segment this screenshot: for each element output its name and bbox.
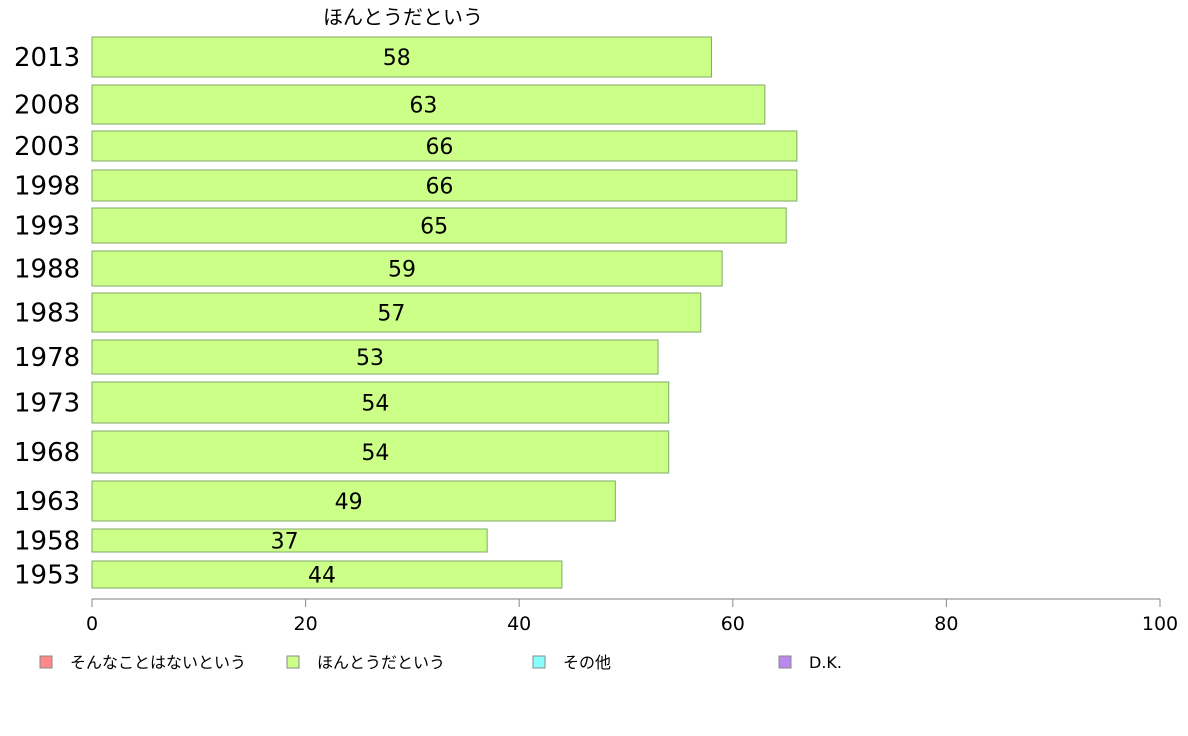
bar-1998 xyxy=(91,169,798,202)
category-label-1958: 1958 xyxy=(14,527,80,557)
category-label-1953: 1953 xyxy=(14,561,80,591)
bar-1988 xyxy=(91,250,723,287)
legend-label-1: ほんとうだという xyxy=(317,653,445,672)
bar-1978 xyxy=(91,339,659,375)
bar-2003 xyxy=(91,130,798,162)
bar-1993 xyxy=(91,207,787,244)
category-label-1973: 1973 xyxy=(14,389,80,419)
series-header-label: ほんとうだという xyxy=(323,5,483,29)
legend-label-0: そんなことはないという xyxy=(70,653,246,672)
value-label-1973: 54 xyxy=(361,392,389,417)
value-label-1998: 66 xyxy=(425,175,453,200)
value-label-1953: 44 xyxy=(308,564,336,589)
legend-swatch-1 xyxy=(286,655,300,669)
legend-swatch-0 xyxy=(39,655,53,669)
value-label-1968: 54 xyxy=(361,441,389,466)
value-label-2008: 63 xyxy=(409,94,437,119)
value-label-1983: 57 xyxy=(377,302,405,327)
x-tick-label-100: 100 xyxy=(1142,613,1178,635)
value-label-1958: 37 xyxy=(271,530,299,555)
legend-swatch-3 xyxy=(778,655,792,669)
x-tick-label-0: 0 xyxy=(86,613,98,635)
value-label-1988: 59 xyxy=(388,258,416,283)
category-label-1963: 1963 xyxy=(14,487,80,517)
bar-1953 xyxy=(91,560,563,589)
x-tick-label-80: 80 xyxy=(934,613,958,635)
legend: そんなことはないという ほんとうだという その他 D.K. xyxy=(39,653,842,672)
value-label-1993: 65 xyxy=(420,215,448,240)
bar-1963 xyxy=(91,480,616,522)
category-label-2008: 2008 xyxy=(14,91,80,121)
x-tick-label-40: 40 xyxy=(507,613,531,635)
bar-1968 xyxy=(91,430,670,474)
bar-2013 xyxy=(91,36,712,78)
category-label-1978: 1978 xyxy=(14,343,80,373)
x-tick-label-20: 20 xyxy=(294,613,318,635)
bar-1983 xyxy=(91,292,702,333)
category-label-1988: 1988 xyxy=(14,255,80,285)
bar-1958 xyxy=(91,528,488,553)
value-label-1963: 49 xyxy=(335,490,363,515)
category-label-1968: 1968 xyxy=(14,438,80,468)
bar-2008 xyxy=(91,84,766,125)
category-label-1993: 1993 xyxy=(14,212,80,242)
x-tick-label-60: 60 xyxy=(721,613,745,635)
legend-label-3: D.K. xyxy=(809,653,842,672)
bar-1973 xyxy=(91,381,670,424)
value-label-2013: 58 xyxy=(383,46,411,71)
value-label-1978: 53 xyxy=(356,346,384,371)
category-label-1983: 1983 xyxy=(14,299,80,329)
bars-group: 2013 58 2008 63 2003 66 1998 66 1993 65 1988 59 1983… xyxy=(14,36,798,591)
category-label-1998: 1998 xyxy=(14,172,80,202)
legend-label-2: その他 xyxy=(563,653,611,672)
legend-swatch-2 xyxy=(532,655,546,669)
x-axis: 0 20 40 60 80 100 xyxy=(86,598,1178,635)
category-label-2013: 2013 xyxy=(14,43,80,73)
value-label-2003: 66 xyxy=(425,135,453,160)
category-label-2003: 2003 xyxy=(14,132,80,162)
